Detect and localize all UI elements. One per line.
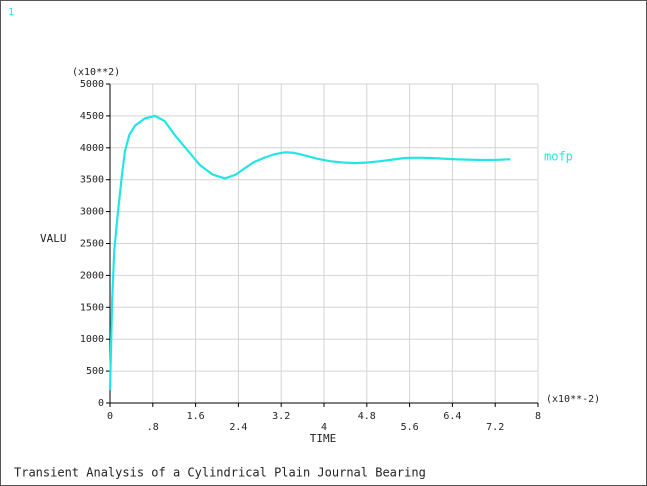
x-tick-label: 7.2 <box>486 422 504 433</box>
legend-label: mofp <box>544 150 573 164</box>
y-tick-label: 1500 <box>80 302 104 313</box>
y-tick-label: 3500 <box>80 175 104 186</box>
window-number: 1 <box>8 7 14 18</box>
x-tick-label: 8 <box>535 411 541 422</box>
x-tick-label: 6.4 <box>443 411 461 422</box>
x-tick-label: 2.4 <box>229 422 247 433</box>
x-tick-label: 4 <box>321 422 327 433</box>
y-multiplier: (x10**2) <box>72 67 120 78</box>
x-axis-label: TIME <box>310 432 337 445</box>
y-axis-label: VALU <box>40 232 67 245</box>
y-tick-label: 1000 <box>80 334 104 345</box>
y-tick-label: 3000 <box>80 207 104 218</box>
x-tick-label: .8 <box>147 422 159 433</box>
y-tick-label: 5000 <box>80 79 104 90</box>
x-tick-label: 1.6 <box>187 411 205 422</box>
y-tick-label: 4500 <box>80 111 104 122</box>
x-tick-label: 4.8 <box>358 411 376 422</box>
y-tick-label: 0 <box>98 398 104 409</box>
x-tick-label: 0 <box>107 411 113 422</box>
y-tick-label: 500 <box>86 366 104 377</box>
y-tick-label: 4000 <box>80 143 104 154</box>
x-multiplier: (x10**-2) <box>546 394 600 405</box>
x-tick-label: 3.2 <box>272 411 290 422</box>
data-line <box>108 114 511 391</box>
y-tick-label: 2500 <box>80 239 104 250</box>
x-tick-label: 5.6 <box>401 422 419 433</box>
chart-title: Transient Analysis of a Cylindrical Plai… <box>14 466 426 480</box>
y-tick-label: 2000 <box>80 270 104 281</box>
